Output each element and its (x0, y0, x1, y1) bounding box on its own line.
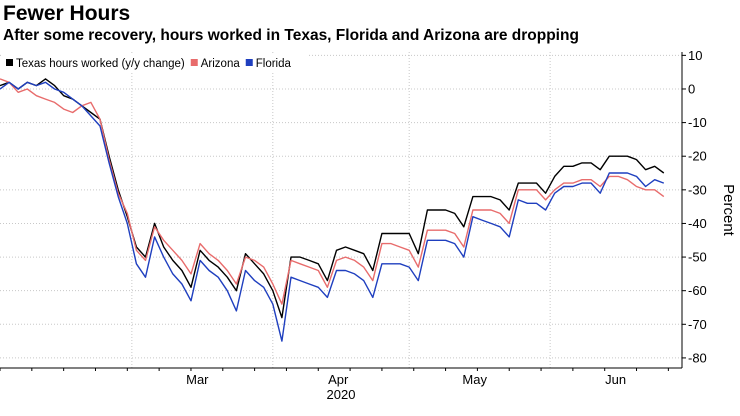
legend-label: Texas hours worked (y/y change) (16, 58, 185, 70)
series-line-arizona (0, 78, 665, 305)
series-lines (0, 78, 665, 342)
x-tick-label: May (462, 372, 487, 387)
y-tick-label: -80 (688, 350, 707, 365)
legend-label: Arizona (201, 58, 241, 70)
y-tick-label: -50 (688, 250, 707, 265)
series-line-florida (0, 81, 665, 342)
legend-swatch (190, 59, 198, 66)
y-tick-label: -20 (688, 149, 707, 164)
y-tick-label: -60 (688, 283, 707, 298)
x-tick-label: Jun (605, 372, 626, 387)
y-tick-label: -10 (688, 115, 707, 130)
y-tick-label: -70 (688, 317, 707, 332)
y-axis: 10 0 -10 -20 -30 -40 -50 -60 -70 -80 (681, 48, 707, 368)
legend-swatch (245, 59, 253, 66)
legend-swatch (6, 59, 13, 66)
series-line-texas-hours-worked-y-y-change (0, 78, 665, 319)
y-axis-label: Percent (720, 184, 737, 237)
x-tick-label: Mar (186, 372, 209, 387)
y-tick-label: -40 (688, 216, 707, 231)
x-axis: Mar Apr May Jun (0, 367, 682, 387)
y-tick-label: -30 (688, 182, 707, 197)
y-tick-label: 0 (688, 81, 695, 96)
x-tick-label: Apr (328, 372, 349, 387)
chart-subtitle: After some recovery, hours worked in Tex… (3, 27, 579, 44)
legend: Texas hours worked (y/y change) Arizona Fl… (2, 54, 308, 72)
legend-label: Florida (256, 58, 292, 70)
x-axis-year-label: 2020 (327, 387, 356, 402)
chart-title: Fewer Hours (3, 2, 131, 25)
legend-background (2, 54, 308, 72)
grid (0, 52, 682, 368)
y-tick-label: 10 (688, 48, 702, 63)
